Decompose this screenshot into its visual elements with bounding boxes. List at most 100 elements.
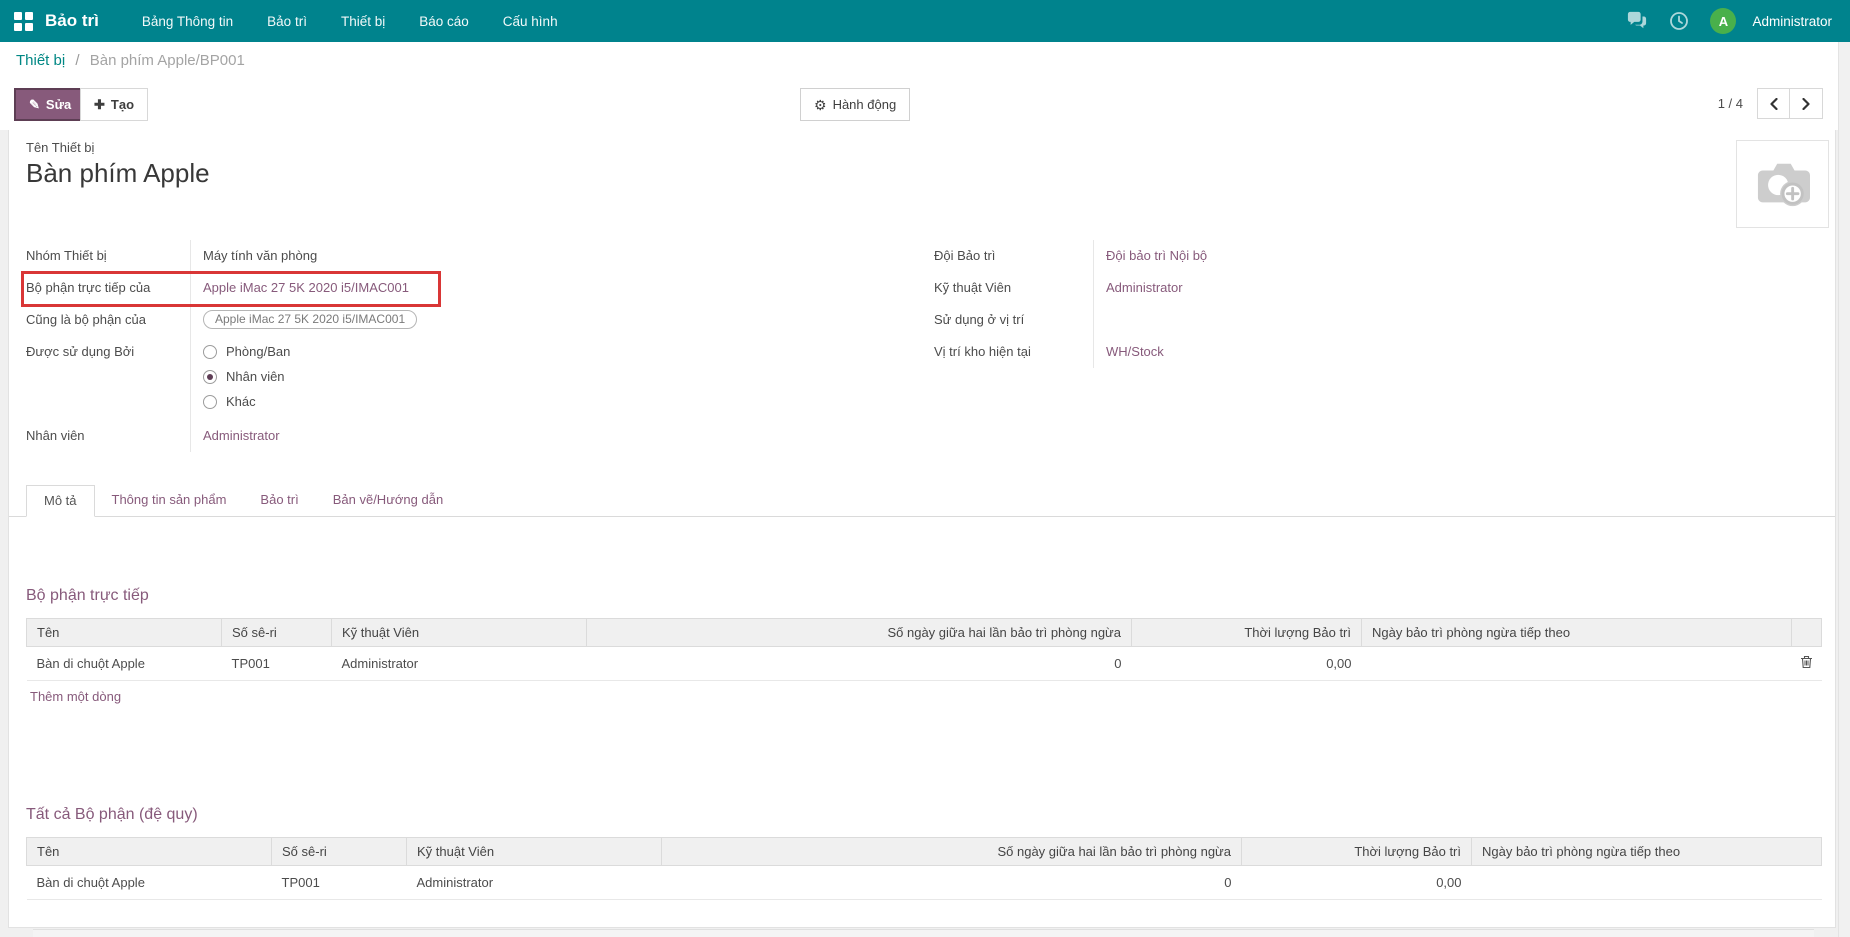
radio-option-other[interactable]: Khác [203, 394, 290, 409]
cell-next-date[interactable] [1471, 865, 1822, 900]
col-technician[interactable]: Kỹ thuật Viên [406, 837, 662, 866]
col-next-date[interactable]: Ngày bảo trì phòng ngừa tiếp theo [1471, 837, 1822, 866]
cell-next-date[interactable] [1361, 646, 1792, 681]
col-duration[interactable]: Thời lượng Bảo trì [1241, 837, 1472, 866]
cell-serial[interactable]: TP001 [271, 865, 407, 900]
tab-maintenance[interactable]: Bảo trì [260, 492, 299, 507]
radio-icon [203, 344, 217, 359]
edit-button[interactable]: ✎ Sửa [14, 88, 87, 121]
parent-equipment-label: Bộ phận trực tiếp của [26, 272, 191, 304]
app-name[interactable]: Bảo trì [45, 11, 99, 30]
col-duration[interactable]: Thời lượng Bảo trì [1131, 618, 1362, 647]
menu-item-dashboard[interactable]: Bảng Thông tin [141, 13, 234, 29]
cell-days[interactable]: 0 [661, 865, 1242, 900]
pager-counter: 1 / 4 [1717, 96, 1743, 111]
breadcrumb: Thiết bị / Bàn phím Apple/BP001 [16, 52, 245, 69]
also-part-of-label: Cũng là bộ phận của [26, 304, 191, 336]
radio-icon [203, 394, 217, 409]
radio-option-employee[interactable]: Nhân viên [203, 369, 290, 384]
camera-plus-icon [1757, 163, 1810, 207]
col-days-between[interactable]: Số ngày giữa hai lần bảo trì phòng ngừa [586, 618, 1132, 647]
stock-location-link[interactable]: WH/Stock [1106, 344, 1164, 359]
action-button[interactable]: ⚙ Hành động [800, 88, 911, 121]
add-line-link[interactable]: Thêm một dòng [30, 689, 122, 704]
breadcrumb-separator: / [75, 52, 80, 69]
menu-item-maintenance[interactable]: Bảo trì [267, 13, 307, 29]
used-location-value [1094, 304, 1106, 336]
direct-parts-table: Tên Số sê-ri Kỹ thuật Viên Số ngày giữa … [26, 618, 1822, 681]
col-serial[interactable]: Số sê-ri [271, 837, 407, 866]
breadcrumb-parent-link[interactable]: Thiết bị [16, 52, 66, 69]
category-label: Nhóm Thiết bị [26, 240, 191, 272]
record-pager: 1 / 4 [1718, 88, 1823, 119]
field-row-also-part-of: Cũng là bộ phận của Apple iMac 27 5K 202… [26, 304, 856, 336]
used-by-radio-group: Phòng/Ban Nhân viên Khác [191, 336, 290, 420]
menu-item-equipment[interactable]: Thiết bị [340, 13, 386, 29]
delete-row-button[interactable] [1791, 646, 1822, 681]
technician-link[interactable]: Administrator [1106, 280, 1183, 295]
chevron-left-icon [1769, 97, 1778, 110]
gear-icon: ⚙ [814, 96, 827, 113]
stock-location-label: Vị trí kho hiện tại [934, 336, 1094, 368]
technician-label: Kỹ thuật Viên [934, 272, 1094, 304]
field-row-used-location: Sử dụng ở vị trí [934, 304, 1524, 336]
menu-item-reporting[interactable]: Báo cáo [419, 13, 469, 29]
pager-next-button[interactable] [1790, 88, 1823, 119]
cell-technician[interactable]: Administrator [406, 865, 662, 900]
tab-description[interactable]: Mô tả [26, 485, 95, 517]
col-technician[interactable]: Kỹ thuật Viên [331, 618, 587, 647]
user-menu[interactable]: Administrator [1752, 13, 1832, 29]
also-part-of-tag[interactable]: Apple iMac 27 5K 2020 i5/IMAC001 [203, 310, 418, 329]
equipment-name-label: Tên Thiết bị [26, 140, 95, 155]
cell-technician[interactable]: Administrator [331, 646, 587, 681]
cutoff-next-section [33, 929, 1814, 937]
col-actions [1791, 618, 1822, 647]
parent-equipment-link[interactable]: Apple iMac 27 5K 2020 i5/IMAC001 [203, 280, 409, 295]
activities-clock-icon[interactable] [1662, 4, 1696, 38]
cell-duration[interactable]: 0,00 [1241, 865, 1472, 900]
col-days-between[interactable]: Số ngày giữa hai lần bảo trì phòng ngừa [661, 837, 1242, 866]
table-row[interactable]: Bàn di chuột Apple TP001 Administrator 0… [26, 646, 1822, 681]
field-row-parent-equipment: Bộ phận trực tiếp của Apple iMac 27 5K 2… [26, 272, 856, 304]
table-header-row: Tên Số sê-ri Kỹ thuật Viên Số ngày giữa … [26, 618, 1822, 647]
field-row-stock-location: Vị trí kho hiện tại WH/Stock [934, 336, 1524, 368]
section-title-direct-parts: Bộ phận trực tiếp [26, 587, 149, 604]
messages-icon[interactable] [1620, 4, 1654, 38]
col-name[interactable]: Tên [26, 618, 222, 647]
cell-name[interactable]: Bàn di chuột Apple [26, 865, 272, 900]
control-panel: Thiết bị / Bàn phím Apple/BP001 ✎ Sửa ✚ … [0, 42, 1838, 130]
apps-grid-icon[interactable] [14, 11, 33, 31]
tab-content-description: Bộ phận trực tiếp Tên Số sê-ri Kỹ thuật … [26, 515, 1822, 900]
radio-option-department[interactable]: Phòng/Ban [203, 344, 290, 359]
field-groups: Nhóm Thiết bị Máy tính văn phòng Bộ phận… [26, 240, 1818, 452]
pencil-icon: ✎ [29, 97, 40, 112]
breadcrumb-current: Bàn phím Apple/BP001 [89, 52, 245, 69]
col-next-date[interactable]: Ngày bảo trì phòng ngừa tiếp theo [1361, 618, 1792, 647]
equipment-image-placeholder[interactable] [1736, 140, 1829, 228]
maintenance-team-link[interactable]: Đội bảo trì Nội bộ [1106, 248, 1208, 263]
col-serial[interactable]: Số sê-ri [221, 618, 332, 647]
category-value: Máy tính văn phòng [203, 248, 318, 263]
tab-product-information[interactable]: Thông tin sản phẩm [111, 492, 227, 507]
cell-serial[interactable]: TP001 [221, 646, 332, 681]
employee-link[interactable]: Administrator [203, 428, 280, 443]
field-row-category: Nhóm Thiết bị Máy tính văn phòng [26, 240, 856, 272]
used-by-label: Được sử dụng Bởi [26, 336, 191, 420]
cell-duration[interactable]: 0,00 [1131, 646, 1362, 681]
all-parts-table: Tên Số sê-ri Kỹ thuật Viên Số ngày giữa … [26, 837, 1822, 900]
cell-days[interactable]: 0 [586, 646, 1132, 681]
tab-drawings-instructions[interactable]: Bản vẽ/Hướng dẫn [332, 492, 444, 507]
top-navbar: Bảo trì Bảng Thông tin Bảo trì Thiết bị … [0, 0, 1850, 42]
avatar[interactable]: A [1710, 8, 1737, 34]
pager-previous-button[interactable] [1757, 88, 1790, 119]
used-location-label: Sử dụng ở vị trí [934, 304, 1094, 336]
create-button[interactable]: ✚ Tạo [80, 88, 149, 121]
table-row[interactable]: Bàn di chuột Apple TP001 Administrator 0… [26, 865, 1822, 900]
plus-icon: ✚ [94, 97, 105, 112]
field-row-technician: Kỹ thuật Viên Administrator [934, 272, 1524, 304]
cell-name[interactable]: Bàn di chuột Apple [26, 646, 222, 681]
vertical-scrollbar[interactable] [1838, 42, 1850, 937]
col-name[interactable]: Tên [26, 837, 272, 866]
menu-item-configuration[interactable]: Cấu hình [502, 13, 558, 29]
